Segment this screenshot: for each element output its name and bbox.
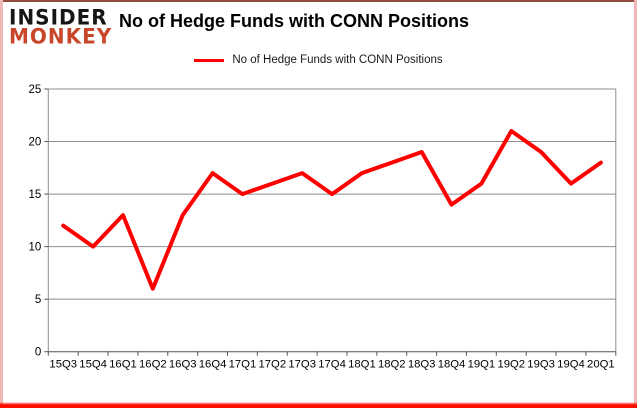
svg-text:17Q1: 17Q1: [229, 359, 257, 371]
legend-line-swatch: [194, 58, 225, 62]
svg-text:18Q4: 18Q4: [438, 359, 466, 371]
chart-legend: No of Hedge Funds with CONN Positions: [0, 54, 637, 66]
svg-text:15Q3: 15Q3: [49, 359, 77, 371]
svg-text:16Q1: 16Q1: [109, 359, 137, 371]
svg-text:15: 15: [29, 189, 42, 201]
logo-insider-text: INSIDER: [9, 3, 108, 30]
svg-text:18Q1: 18Q1: [348, 359, 376, 371]
svg-text:16Q4: 16Q4: [199, 359, 227, 371]
svg-text:25: 25: [29, 84, 42, 96]
svg-text:18Q3: 18Q3: [408, 359, 436, 371]
svg-text:17Q3: 17Q3: [288, 359, 316, 371]
legend-label: No of Hedge Funds with CONN Positions: [232, 54, 443, 66]
svg-text:18Q2: 18Q2: [378, 359, 406, 371]
svg-text:19Q1: 19Q1: [468, 359, 496, 371]
svg-text:16Q2: 16Q2: [139, 359, 167, 371]
svg-text:17Q4: 17Q4: [318, 359, 346, 371]
svg-text:17Q2: 17Q2: [258, 359, 286, 371]
svg-text:0: 0: [35, 347, 41, 359]
svg-text:19Q3: 19Q3: [527, 359, 555, 371]
logo-monkey-text: MONKEY: [9, 22, 113, 49]
svg-text:20: 20: [29, 137, 42, 149]
insider-monkey-logo: INSIDER MONKEY: [9, 3, 113, 49]
svg-text:15Q4: 15Q4: [79, 359, 107, 371]
svg-text:10: 10: [29, 242, 42, 254]
svg-text:16Q3: 16Q3: [169, 359, 197, 371]
page-title: No of Hedge Funds with CONN Positions: [119, 11, 469, 31]
svg-text:5: 5: [35, 294, 41, 306]
svg-text:19Q2: 19Q2: [497, 359, 525, 371]
svg-text:20Q1: 20Q1: [587, 359, 615, 371]
svg-text:19Q4: 19Q4: [557, 359, 585, 371]
